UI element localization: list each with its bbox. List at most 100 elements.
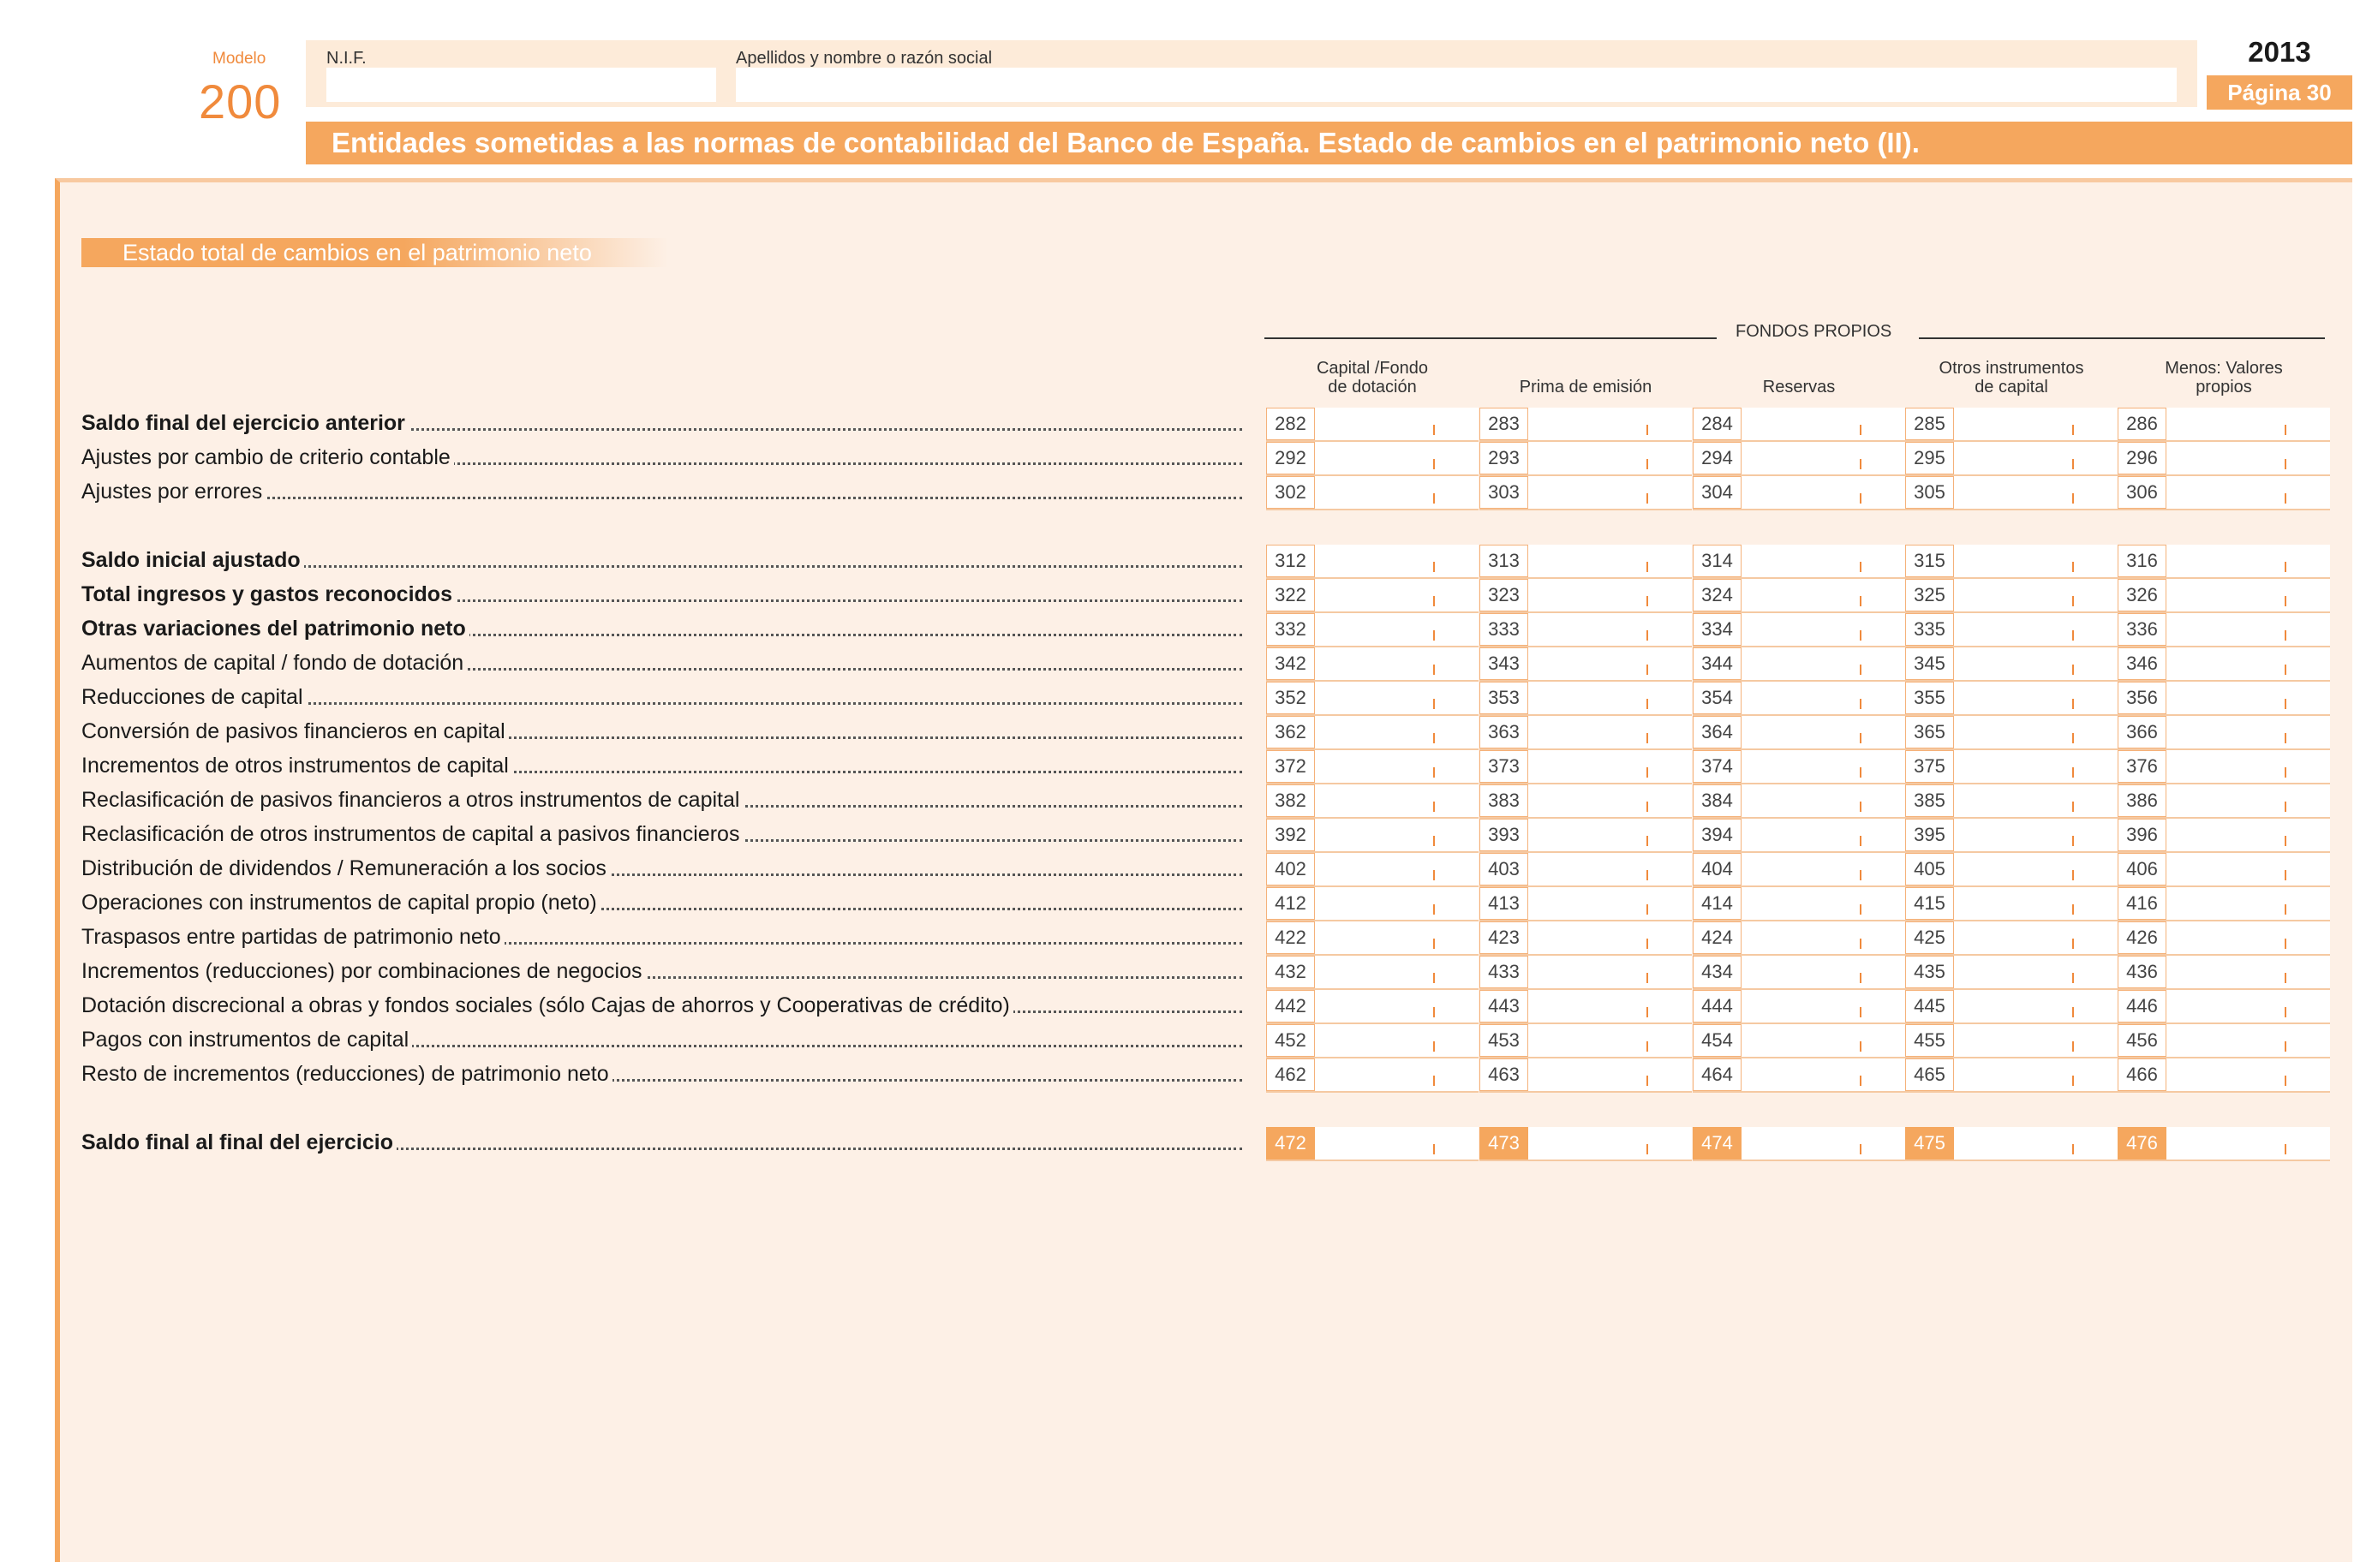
amount-field[interactable]: 405 xyxy=(1905,853,2118,887)
amount-field[interactable]: 382 xyxy=(1266,784,1479,819)
amount-field[interactable]: 346 xyxy=(2118,647,2330,682)
amount-field[interactable]: 383 xyxy=(1479,784,1692,819)
amount-field[interactable]: 284 xyxy=(1693,408,1905,442)
amount-field[interactable]: 404 xyxy=(1693,853,1905,887)
amount-field[interactable]: 314 xyxy=(1693,545,1905,579)
amount-field[interactable]: 444 xyxy=(1693,990,1905,1024)
amount-field[interactable]: 323 xyxy=(1479,579,1692,613)
amount-field[interactable]: 353 xyxy=(1479,682,1692,716)
amount-field[interactable]: 366 xyxy=(2118,716,2330,750)
amount-field[interactable]: 464 xyxy=(1693,1058,1905,1093)
amount-field[interactable]: 333 xyxy=(1479,613,1692,647)
amount-field[interactable]: 305 xyxy=(1905,476,2118,510)
amount-field[interactable]: 364 xyxy=(1693,716,1905,750)
amount-field[interactable]: 443 xyxy=(1479,990,1692,1024)
amount-field[interactable]: 386 xyxy=(2118,784,2330,819)
amount-field[interactable]: 342 xyxy=(1266,647,1479,682)
amount-field[interactable]: 436 xyxy=(2118,956,2330,990)
amount-field[interactable]: 426 xyxy=(2118,921,2330,956)
amount-field[interactable]: 292 xyxy=(1266,442,1479,476)
amount-field[interactable]: 325 xyxy=(1905,579,2118,613)
amount-field[interactable]: 374 xyxy=(1693,750,1905,784)
amount-field[interactable]: 324 xyxy=(1693,579,1905,613)
amount-field[interactable]: 285 xyxy=(1905,408,2118,442)
amount-field[interactable]: 363 xyxy=(1479,716,1692,750)
amount-field[interactable]: 393 xyxy=(1479,819,1692,853)
amount-field[interactable]: 445 xyxy=(1905,990,2118,1024)
nif-field[interactable] xyxy=(326,68,716,102)
amount-field[interactable]: 424 xyxy=(1693,921,1905,956)
amount-field[interactable]: 442 xyxy=(1266,990,1479,1024)
amount-field[interactable]: 475 xyxy=(1905,1127,2118,1161)
amount-field[interactable]: 422 xyxy=(1266,921,1479,956)
amount-field[interactable]: 425 xyxy=(1905,921,2118,956)
amount-field[interactable]: 414 xyxy=(1693,887,1905,921)
amount-field[interactable]: 332 xyxy=(1266,613,1479,647)
amount-field[interactable]: 334 xyxy=(1693,613,1905,647)
amount-field[interactable]: 423 xyxy=(1479,921,1692,956)
amount-field[interactable]: 304 xyxy=(1693,476,1905,510)
amount-field[interactable]: 312 xyxy=(1266,545,1479,579)
amount-field[interactable]: 433 xyxy=(1479,956,1692,990)
amount-field[interactable]: 294 xyxy=(1693,442,1905,476)
amount-field[interactable]: 343 xyxy=(1479,647,1692,682)
amount-field[interactable]: 466 xyxy=(2118,1058,2330,1093)
amount-field[interactable]: 452 xyxy=(1266,1024,1479,1058)
amount-field[interactable]: 403 xyxy=(1479,853,1692,887)
amount-field[interactable]: 456 xyxy=(2118,1024,2330,1058)
amount-field[interactable]: 396 xyxy=(2118,819,2330,853)
amount-field[interactable]: 355 xyxy=(1905,682,2118,716)
amount-field[interactable]: 462 xyxy=(1266,1058,1479,1093)
amount-field[interactable]: 392 xyxy=(1266,819,1479,853)
amount-field[interactable]: 385 xyxy=(1905,784,2118,819)
amount-field[interactable]: 296 xyxy=(2118,442,2330,476)
amount-field[interactable]: 316 xyxy=(2118,545,2330,579)
amount-field[interactable]: 432 xyxy=(1266,956,1479,990)
amount-field[interactable]: 472 xyxy=(1266,1127,1479,1161)
amount-field[interactable]: 406 xyxy=(2118,853,2330,887)
amount-field[interactable]: 313 xyxy=(1479,545,1692,579)
amount-field[interactable]: 344 xyxy=(1693,647,1905,682)
amount-field[interactable]: 303 xyxy=(1479,476,1692,510)
amount-field[interactable]: 453 xyxy=(1479,1024,1692,1058)
name-field[interactable] xyxy=(736,68,2177,102)
amount-field[interactable]: 326 xyxy=(2118,579,2330,613)
amount-field[interactable]: 395 xyxy=(1905,819,2118,853)
amount-field[interactable]: 302 xyxy=(1266,476,1479,510)
amount-field[interactable]: 465 xyxy=(1905,1058,2118,1093)
amount-field[interactable]: 295 xyxy=(1905,442,2118,476)
amount-field[interactable]: 356 xyxy=(2118,682,2330,716)
amount-field[interactable]: 336 xyxy=(2118,613,2330,647)
amount-field[interactable]: 322 xyxy=(1266,579,1479,613)
amount-field[interactable]: 376 xyxy=(2118,750,2330,784)
amount-field[interactable]: 416 xyxy=(2118,887,2330,921)
amount-field[interactable]: 412 xyxy=(1266,887,1479,921)
amount-field[interactable]: 373 xyxy=(1479,750,1692,784)
amount-field[interactable]: 394 xyxy=(1693,819,1905,853)
amount-field[interactable]: 282 xyxy=(1266,408,1479,442)
amount-field[interactable]: 463 xyxy=(1479,1058,1692,1093)
amount-field[interactable]: 283 xyxy=(1479,408,1692,442)
amount-field[interactable]: 315 xyxy=(1905,545,2118,579)
amount-field[interactable]: 286 xyxy=(2118,408,2330,442)
amount-field[interactable]: 362 xyxy=(1266,716,1479,750)
amount-field[interactable]: 352 xyxy=(1266,682,1479,716)
amount-field[interactable]: 476 xyxy=(2118,1127,2330,1161)
amount-field[interactable]: 372 xyxy=(1266,750,1479,784)
amount-field[interactable]: 446 xyxy=(2118,990,2330,1024)
amount-field[interactable]: 306 xyxy=(2118,476,2330,510)
amount-field[interactable]: 402 xyxy=(1266,853,1479,887)
amount-field[interactable]: 415 xyxy=(1905,887,2118,921)
amount-field[interactable]: 455 xyxy=(1905,1024,2118,1058)
amount-field[interactable]: 473 xyxy=(1479,1127,1692,1161)
amount-field[interactable]: 413 xyxy=(1479,887,1692,921)
amount-field[interactable]: 365 xyxy=(1905,716,2118,750)
amount-field[interactable]: 375 xyxy=(1905,750,2118,784)
amount-field[interactable]: 354 xyxy=(1693,682,1905,716)
amount-field[interactable]: 434 xyxy=(1693,956,1905,990)
amount-field[interactable]: 474 xyxy=(1693,1127,1905,1161)
amount-field[interactable]: 454 xyxy=(1693,1024,1905,1058)
amount-field[interactable]: 293 xyxy=(1479,442,1692,476)
amount-field[interactable]: 335 xyxy=(1905,613,2118,647)
amount-field[interactable]: 345 xyxy=(1905,647,2118,682)
